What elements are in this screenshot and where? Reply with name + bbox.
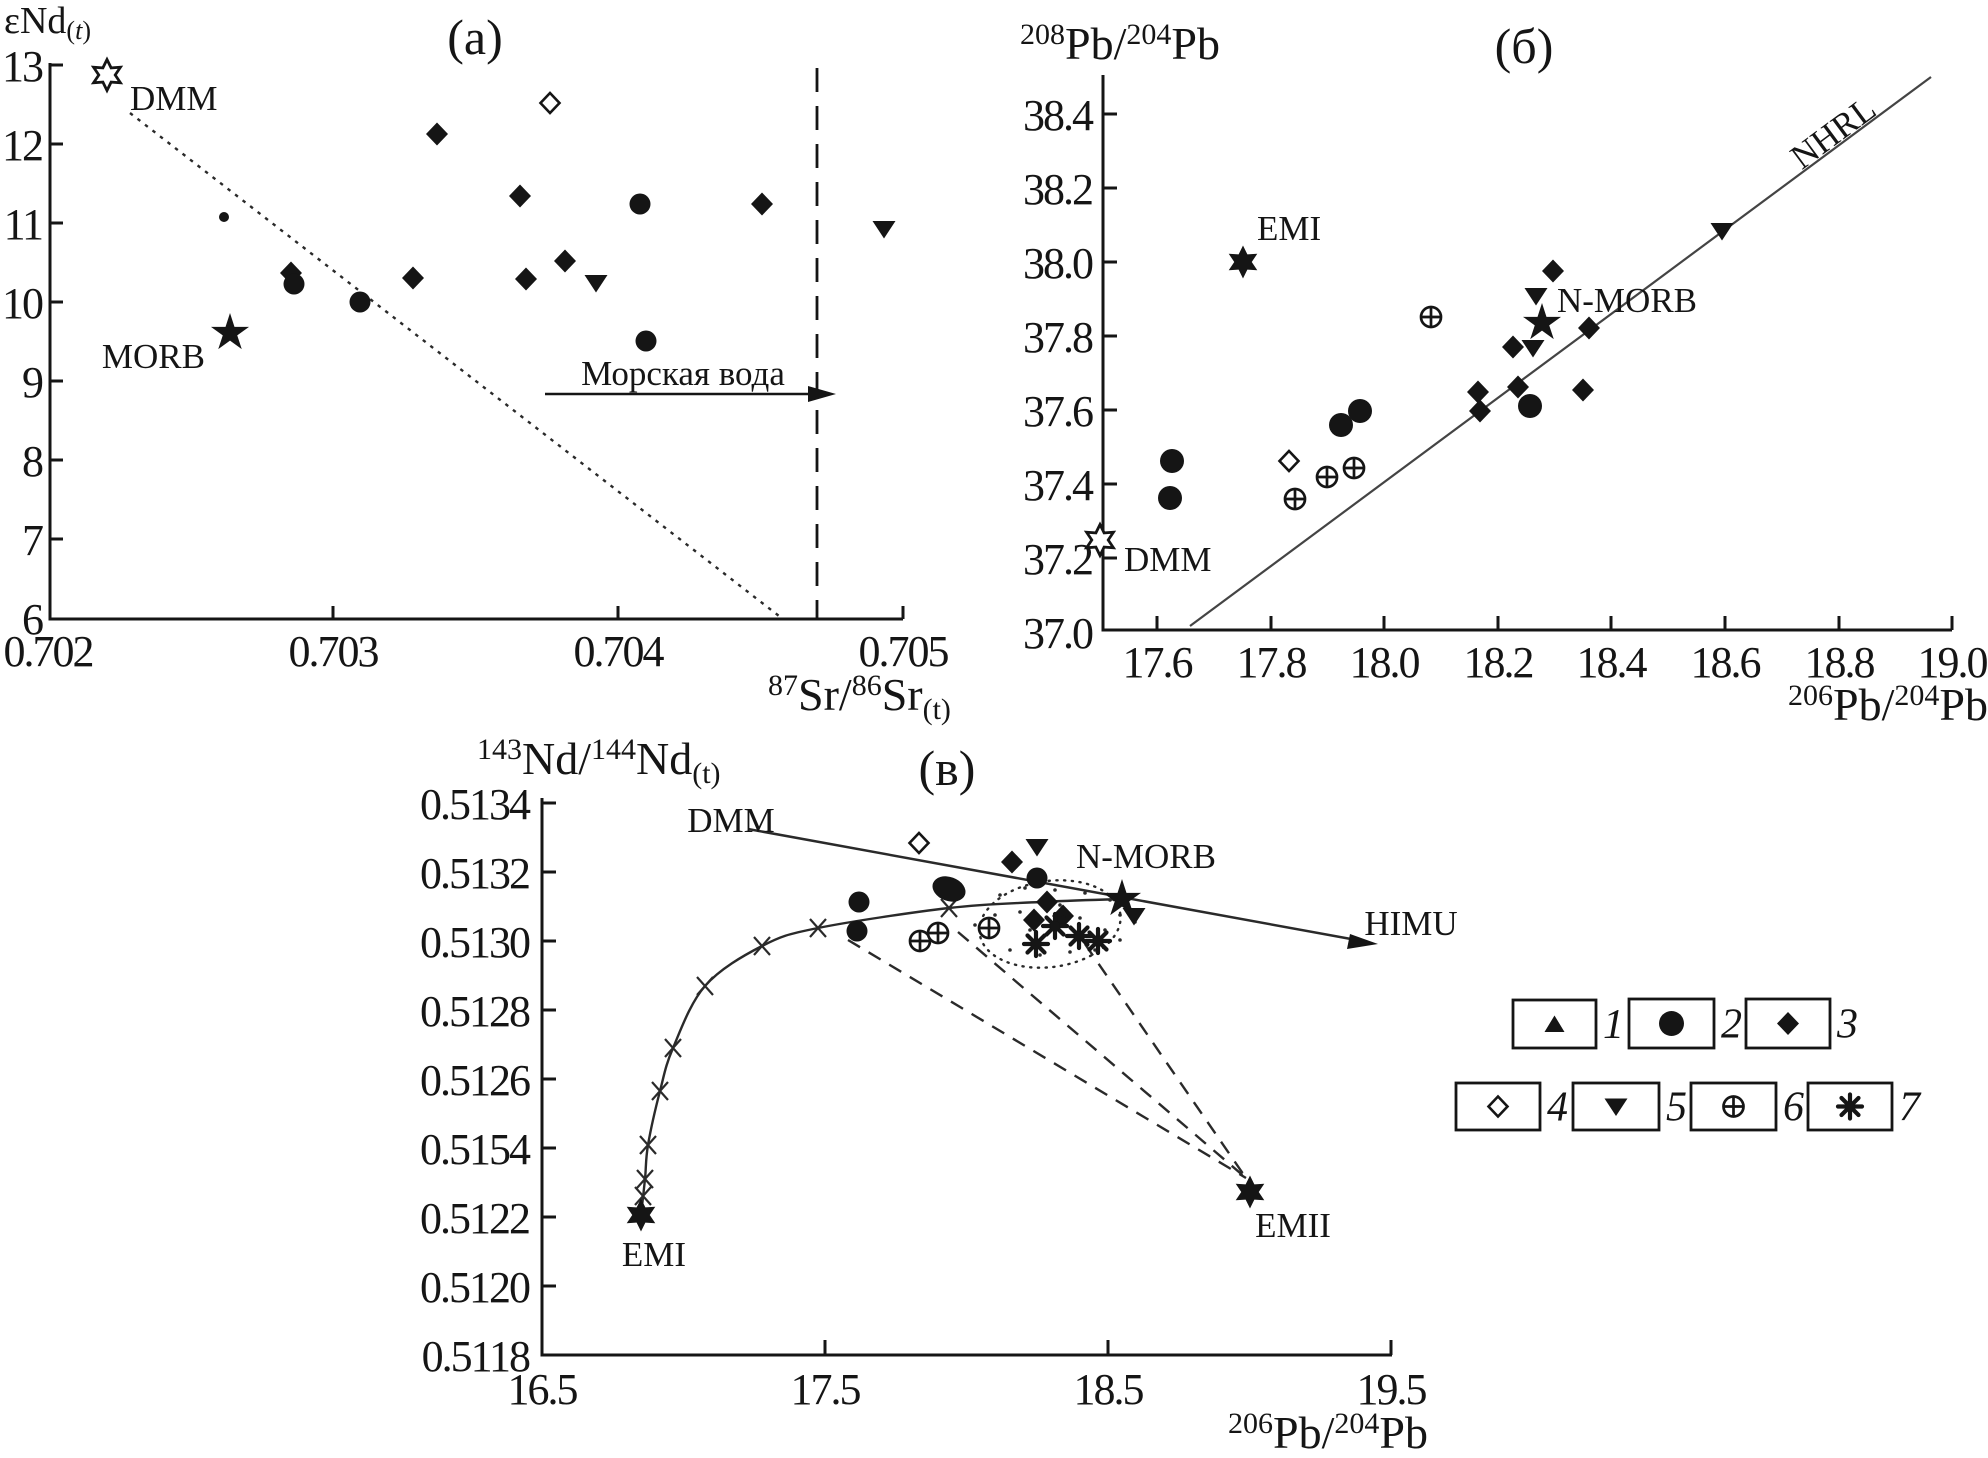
svg-text:37.4: 37.4	[1023, 461, 1094, 510]
svg-text:37.8: 37.8	[1023, 313, 1093, 362]
svg-text:0.5134: 0.5134	[420, 780, 531, 829]
svg-text:0.5128: 0.5128	[420, 987, 530, 1036]
svg-text:6: 6	[22, 595, 43, 644]
svg-text:EMII: EMII	[1255, 1206, 1331, 1245]
svg-text:38.0: 38.0	[1023, 239, 1093, 288]
svg-text:17.8: 17.8	[1237, 638, 1307, 687]
svg-text:0.703: 0.703	[289, 627, 379, 676]
svg-text:18.2: 18.2	[1464, 638, 1533, 687]
svg-text:EMI: EMI	[622, 1235, 686, 1274]
svg-text:18.5: 18.5	[1074, 1365, 1144, 1414]
svg-text:37.2: 37.2	[1023, 535, 1092, 584]
svg-text:37.6: 37.6	[1023, 387, 1093, 436]
svg-text:MORB: MORB	[102, 337, 205, 376]
svg-text:Морская вода: Морская вода	[581, 354, 785, 393]
svg-text:0.5154: 0.5154	[420, 1125, 531, 1174]
svg-text:87Sr/86Sr(t): 87Sr/86Sr(t)	[768, 669, 951, 726]
svg-text:17.6: 17.6	[1123, 638, 1193, 687]
svg-text:206Pb/204Pb: 206Pb/204Pb	[1228, 1407, 1428, 1458]
svg-text:38.2: 38.2	[1023, 165, 1092, 214]
svg-text:1: 1	[1603, 1002, 1624, 1048]
svg-text:7: 7	[22, 516, 43, 565]
svg-text:EMI: EMI	[1257, 209, 1321, 248]
svg-text:0.704: 0.704	[574, 627, 665, 676]
svg-text:17.5: 17.5	[791, 1365, 861, 1414]
svg-text:0.702: 0.702	[4, 627, 93, 676]
svg-text:12: 12	[2, 121, 42, 170]
svg-text:18.0: 18.0	[1350, 638, 1420, 687]
svg-text:0.5132: 0.5132	[420, 849, 529, 898]
svg-text:3: 3	[1836, 1002, 1858, 1048]
svg-text:18.4: 18.4	[1577, 638, 1648, 687]
svg-text:11: 11	[4, 200, 42, 249]
svg-text:0.5120: 0.5120	[420, 1263, 530, 1312]
svg-text:6: 6	[1783, 1085, 1804, 1131]
svg-text:206Pb/204Pb: 206Pb/204Pb	[1788, 679, 1988, 730]
svg-text:0.5122: 0.5122	[420, 1194, 529, 1243]
svg-text:18.6: 18.6	[1691, 638, 1761, 687]
svg-text:DMM: DMM	[1124, 540, 1212, 579]
svg-text:N-MORB: N-MORB	[1557, 281, 1697, 320]
svg-text:18.8: 18.8	[1805, 638, 1875, 687]
svg-text:208Pb/204Pb: 208Pb/204Pb	[1020, 18, 1220, 69]
svg-text:DMM: DMM	[130, 79, 218, 118]
svg-text:(б): (б)	[1495, 18, 1554, 74]
svg-text:HIMU: HIMU	[1364, 904, 1457, 943]
svg-text:19.0: 19.0	[1918, 638, 1988, 687]
svg-text:(а): (а)	[447, 9, 503, 65]
svg-text:0.5118: 0.5118	[422, 1332, 530, 1381]
svg-text:N-MORB: N-MORB	[1076, 837, 1216, 876]
svg-text:16.5: 16.5	[508, 1365, 578, 1414]
svg-text:0.5126: 0.5126	[420, 1056, 530, 1105]
svg-text:(в): (в)	[919, 740, 976, 796]
svg-text:19.5: 19.5	[1357, 1365, 1427, 1414]
svg-text:0.5130: 0.5130	[420, 918, 530, 967]
svg-text:DMM: DMM	[687, 801, 775, 840]
svg-text:2: 2	[1721, 1002, 1742, 1048]
svg-text:13: 13	[2, 42, 43, 91]
svg-text:5: 5	[1666, 1085, 1687, 1131]
svg-text:7: 7	[1899, 1085, 1922, 1131]
svg-text:143Nd/144Nd(t): 143Nd/144Nd(t)	[477, 733, 721, 790]
svg-text:38.4: 38.4	[1023, 91, 1094, 140]
svg-text:0.705: 0.705	[859, 627, 949, 676]
svg-text:10: 10	[2, 279, 43, 328]
svg-text:9: 9	[22, 358, 43, 407]
svg-text:4: 4	[1547, 1085, 1568, 1131]
svg-text:37.0: 37.0	[1023, 609, 1093, 658]
svg-text:8: 8	[22, 437, 43, 486]
